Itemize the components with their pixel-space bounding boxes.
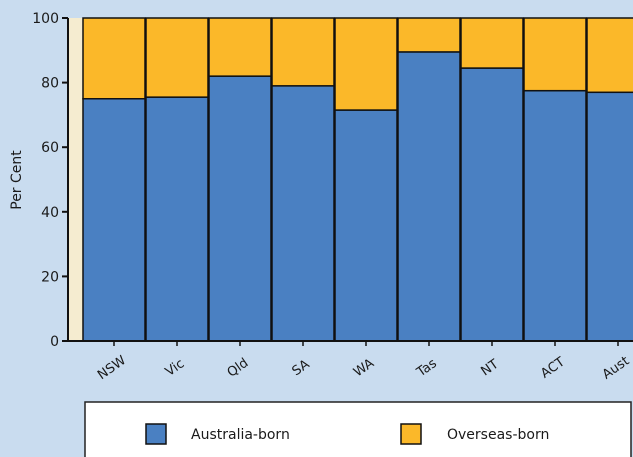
x-tick-label-nt: NT: [478, 357, 501, 379]
bar-vic-australia-born: [145, 96, 209, 342]
legend: Australia-born Overseas-born: [84, 401, 632, 457]
bar-wa-australia-born: [334, 109, 398, 342]
category-labels: NSW Vic Qld SA WA Tas NT ACT Aust: [95, 353, 632, 383]
y-tick-label-100: 100: [32, 11, 59, 27]
x-tick-label-sa: SA: [290, 357, 313, 379]
legend-swatch-overseas-born: [400, 423, 422, 445]
y-tick-label-60: 60: [41, 140, 59, 156]
x-tick-label-aust: Aust: [600, 354, 632, 383]
bar-nt-overseas-born: [460, 17, 524, 69]
x-tick-label-qld: Qld: [225, 356, 252, 381]
x-tick-label-vic: Vic: [163, 356, 187, 379]
bar-aust-overseas-born: [586, 17, 633, 94]
bar-qld-overseas-born: [208, 17, 272, 77]
legend-label-overseas-born: Overseas-born: [447, 427, 549, 443]
y-tick-label-0: 0: [50, 334, 59, 350]
y-axis-title: Per Cent: [9, 150, 25, 210]
bars-group: [82, 17, 633, 342]
bar-aust-australia-born: [586, 91, 633, 342]
legend-box: [84, 401, 632, 457]
bar-sa-overseas-born: [271, 17, 335, 87]
bar-sa-australia-born: [271, 85, 335, 342]
bar-nsw-overseas-born: [82, 17, 146, 100]
legend-swatch-australia-born: [145, 423, 167, 445]
bar-nt-australia-born: [460, 67, 524, 342]
bar-nsw-australia-born: [82, 98, 146, 342]
x-tick-label-tas: Tas: [413, 356, 439, 381]
axes-group: 0 20 40 60 80 100: [32, 11, 633, 350]
bar-tas-australia-born: [397, 51, 461, 342]
y-tick-label-40: 40: [41, 205, 59, 221]
bar-act-australia-born: [523, 89, 587, 342]
x-tick-label-act: ACT: [538, 355, 568, 382]
bar-qld-australia-born: [208, 75, 272, 342]
bar-act-overseas-born: [523, 17, 587, 92]
x-tick-label-wa: WA: [351, 356, 377, 380]
legend-label-australia-born: Australia-born: [191, 427, 290, 443]
x-tick-label-nsw: NSW: [95, 353, 129, 383]
y-tick-label-80: 80: [41, 76, 59, 92]
y-tick-label-20: 20: [41, 269, 59, 285]
bar-tas-overseas-born: [397, 17, 461, 53]
bar-vic-overseas-born: [145, 17, 209, 98]
bar-wa-overseas-born: [334, 17, 398, 111]
